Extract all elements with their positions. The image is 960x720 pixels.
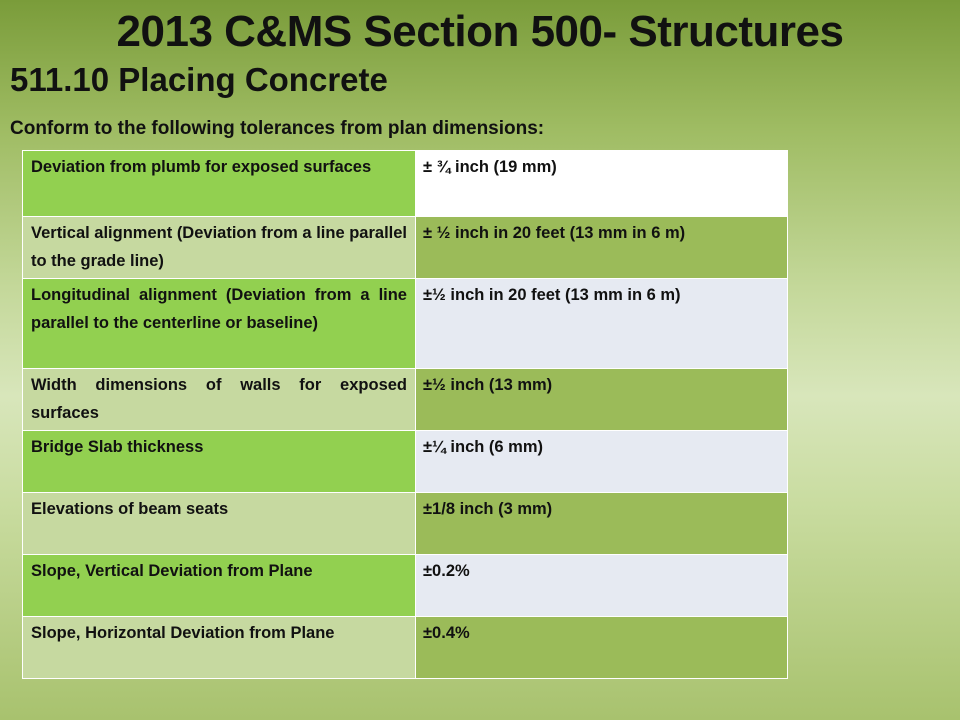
table-row: Deviation from plumb for exposed surface… — [22, 150, 788, 217]
table-row: Slope, Vertical Deviation from Plane ±0.… — [22, 554, 788, 617]
tolerance-value-cell: ±1/8 inch (3 mm) — [415, 492, 788, 555]
tolerance-value-cell: ±0.2% — [415, 554, 788, 617]
tolerance-value-cell: ±¼ inch (6 mm) — [415, 430, 788, 493]
tolerance-value-cell: ±0.4% — [415, 616, 788, 679]
tolerance-item-cell: Width dimensions of walls for exposed su… — [22, 368, 416, 431]
tolerance-value-cell: ± ½ inch in 20 feet (13 mm in 6 m) — [415, 216, 788, 279]
slide-title: 2013 C&MS Section 500- Structures — [116, 7, 844, 56]
tolerance-item-cell: Slope, Vertical Deviation from Plane — [22, 554, 416, 617]
slide-subtitle: 511.10 Placing Concrete — [10, 61, 388, 98]
table-row: Vertical alignment (Deviation from a lin… — [22, 216, 788, 279]
table-row: Longitudinal alignment (Deviation from a… — [22, 278, 788, 369]
tolerance-item-cell: Longitudinal alignment (Deviation from a… — [22, 278, 416, 369]
table-row: Width dimensions of walls for exposed su… — [22, 368, 788, 431]
tolerance-item-cell: Bridge Slab thickness — [22, 430, 416, 493]
tolerance-table: Deviation from plumb for exposed surface… — [22, 150, 788, 679]
table-row: Slope, Horizontal Deviation from Plane ±… — [22, 616, 788, 679]
intro-text: Conform to the following tolerances from… — [10, 118, 545, 139]
tolerance-value-cell: ±½ inch in 20 feet (13 mm in 6 m) — [415, 278, 788, 369]
tolerance-item-cell: Deviation from plumb for exposed surface… — [22, 150, 416, 217]
table-row: Elevations of beam seats ±1/8 inch (3 mm… — [22, 492, 788, 555]
tolerance-item-cell: Vertical alignment (Deviation from a lin… — [22, 216, 416, 279]
tolerance-item-cell: Elevations of beam seats — [22, 492, 416, 555]
tolerance-item-cell: Slope, Horizontal Deviation from Plane — [22, 616, 416, 679]
table-row: Bridge Slab thickness ±¼ inch (6 mm) — [22, 430, 788, 493]
tolerance-value-cell: ±½ inch (13 mm) — [415, 368, 788, 431]
tolerance-value-cell: ± ¾ inch (19 mm) — [415, 150, 788, 217]
